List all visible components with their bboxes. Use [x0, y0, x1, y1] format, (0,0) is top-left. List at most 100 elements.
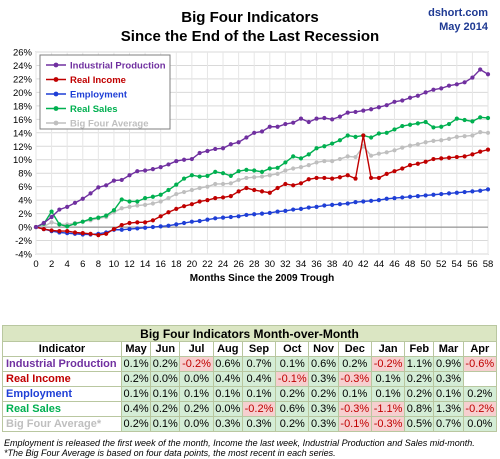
table-cell: 0.2%: [150, 356, 181, 372]
data-point-sales: [143, 196, 148, 201]
data-point-average: [314, 160, 319, 165]
indicator-column-header: Indicator: [2, 341, 122, 357]
table-cell: 0.1%: [241, 386, 277, 402]
data-point-employment: [275, 209, 280, 214]
y-tick-label: -2%: [15, 236, 32, 247]
data-point-income: [353, 176, 358, 181]
data-point-industrial: [337, 114, 343, 119]
x-tick-label: 0: [33, 259, 38, 270]
data-point-sales: [454, 116, 459, 121]
data-point-income: [407, 163, 413, 168]
y-tick-label: 26%: [13, 48, 33, 59]
data-point-sales: [49, 209, 54, 214]
table-cell: 0.1%: [337, 386, 372, 402]
data-point-income: [291, 183, 296, 188]
data-point-industrial: [322, 115, 327, 121]
x-tick-label: 18: [171, 259, 182, 270]
y-tick-label: 12%: [13, 142, 33, 153]
data-point-average: [275, 171, 280, 176]
data-point-average: [127, 204, 132, 209]
table-row: Big Four Average* 0.2% 0.1% 0.0% 0.3% 0.3% 0.2…: [2, 416, 498, 432]
data-point-income: [181, 204, 187, 209]
y-tick-label: 4%: [18, 196, 32, 207]
data-point-employment: [143, 225, 148, 230]
data-point-income: [478, 149, 483, 154]
data-point-employment: [150, 224, 155, 230]
data-point-average: [337, 156, 343, 162]
table-cell: 0.3%: [308, 401, 339, 417]
data-point-industrial: [72, 200, 78, 205]
data-point-employment: [220, 215, 226, 220]
data-point-income: [96, 233, 101, 238]
table-cell: 0.7%: [433, 416, 464, 432]
x-tick-label: 2: [49, 259, 54, 270]
legend-marker-sales: [53, 106, 59, 111]
data-point-income: [158, 214, 163, 219]
table-cell: 0.3%: [433, 371, 464, 387]
table-cell: 0.2%: [179, 401, 214, 417]
data-point-sales: [306, 152, 311, 157]
data-point-employment: [283, 208, 288, 214]
table-cell: 0.4%: [212, 371, 243, 387]
data-point-average: [236, 177, 241, 183]
data-point-average: [345, 154, 350, 159]
data-point-industrial: [213, 146, 218, 152]
table-cell: 0.0%: [179, 371, 214, 387]
data-point-industrial: [439, 86, 444, 91]
data-point-average: [376, 151, 381, 156]
data-point-industrial: [174, 158, 179, 164]
data-point-income: [298, 181, 304, 186]
table-cell: 0.2%: [150, 401, 181, 417]
data-point-employment: [291, 207, 296, 212]
legend-label-income: Real Income: [70, 75, 126, 86]
data-point-sales: [330, 141, 335, 146]
x-tick-label: 30: [265, 259, 276, 270]
month-header-mar: Mar: [433, 341, 464, 357]
data-point-industrial: [166, 162, 171, 167]
data-point-average: [158, 199, 163, 204]
data-point-sales: [166, 187, 171, 193]
data-point-income: [150, 218, 155, 223]
month-header-aug: Aug: [212, 341, 243, 357]
data-point-sales: [384, 130, 389, 135]
data-point-industrial: [431, 87, 436, 92]
data-point-income: [104, 231, 109, 236]
data-point-sales: [369, 135, 374, 140]
data-point-employment: [423, 193, 428, 198]
y-tick-label: -4%: [15, 250, 32, 261]
data-point-income: [213, 196, 218, 201]
data-point-employment: [400, 195, 405, 200]
legend-label-sales: Real Sales: [70, 104, 118, 115]
data-point-average: [181, 189, 187, 195]
data-point-average: [143, 202, 148, 207]
table-cell: 0.1%: [150, 416, 181, 432]
data-point-employment: [181, 220, 187, 226]
data-point-sales: [119, 197, 124, 202]
row-label-industrial: Industrial Production: [2, 356, 122, 372]
month-header-apr: Apr: [462, 341, 498, 357]
data-point-income: [174, 206, 179, 211]
data-point-employment: [267, 210, 272, 216]
data-point-sales: [197, 174, 202, 179]
month-header-sep: Sep: [241, 341, 277, 357]
data-point-average: [166, 196, 171, 201]
data-point-average: [197, 185, 202, 191]
data-point-employment: [446, 191, 452, 196]
x-tick-label: 12: [124, 259, 135, 270]
table-cell: 0.2%: [462, 386, 498, 402]
data-point-employment: [314, 204, 319, 209]
data-point-income: [119, 222, 124, 228]
chart-title: Big Four Indicators Since the End of the…: [0, 8, 500, 46]
data-point-income: [166, 210, 171, 215]
data-point-employment: [213, 216, 218, 221]
data-point-income: [65, 229, 70, 234]
x-tick-label: 22: [202, 259, 213, 270]
data-point-income: [431, 156, 436, 162]
data-point-employment: [236, 214, 241, 219]
data-point-employment: [322, 203, 327, 208]
table-cell: 0.1%: [212, 386, 243, 402]
data-point-sales: [407, 122, 413, 127]
data-point-average: [415, 142, 420, 147]
table-cell: 0.1%: [120, 356, 152, 372]
y-tick-label: 6%: [18, 182, 32, 193]
